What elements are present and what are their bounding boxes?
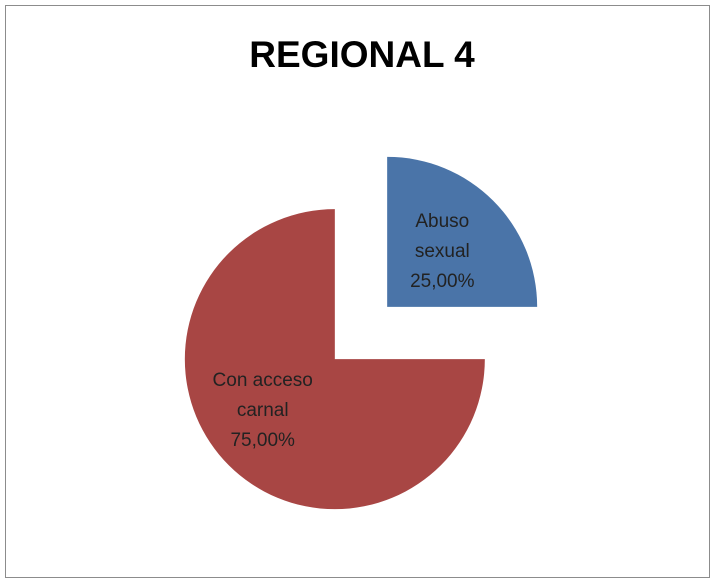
chart-title: REGIONAL 4 (249, 34, 475, 75)
value-label: 75,00% (230, 430, 295, 452)
slice-label: Con acceso carnal 75,00% (198, 366, 328, 456)
category-label: Con acceso carnal (212, 370, 313, 422)
value-label: 25,00% (410, 270, 475, 292)
category-label: Abuso sexual (414, 210, 470, 262)
pie-slice (184, 209, 485, 510)
pie-slice (387, 156, 538, 307)
slice-label: Abuso sexual 25,00% (402, 207, 482, 297)
